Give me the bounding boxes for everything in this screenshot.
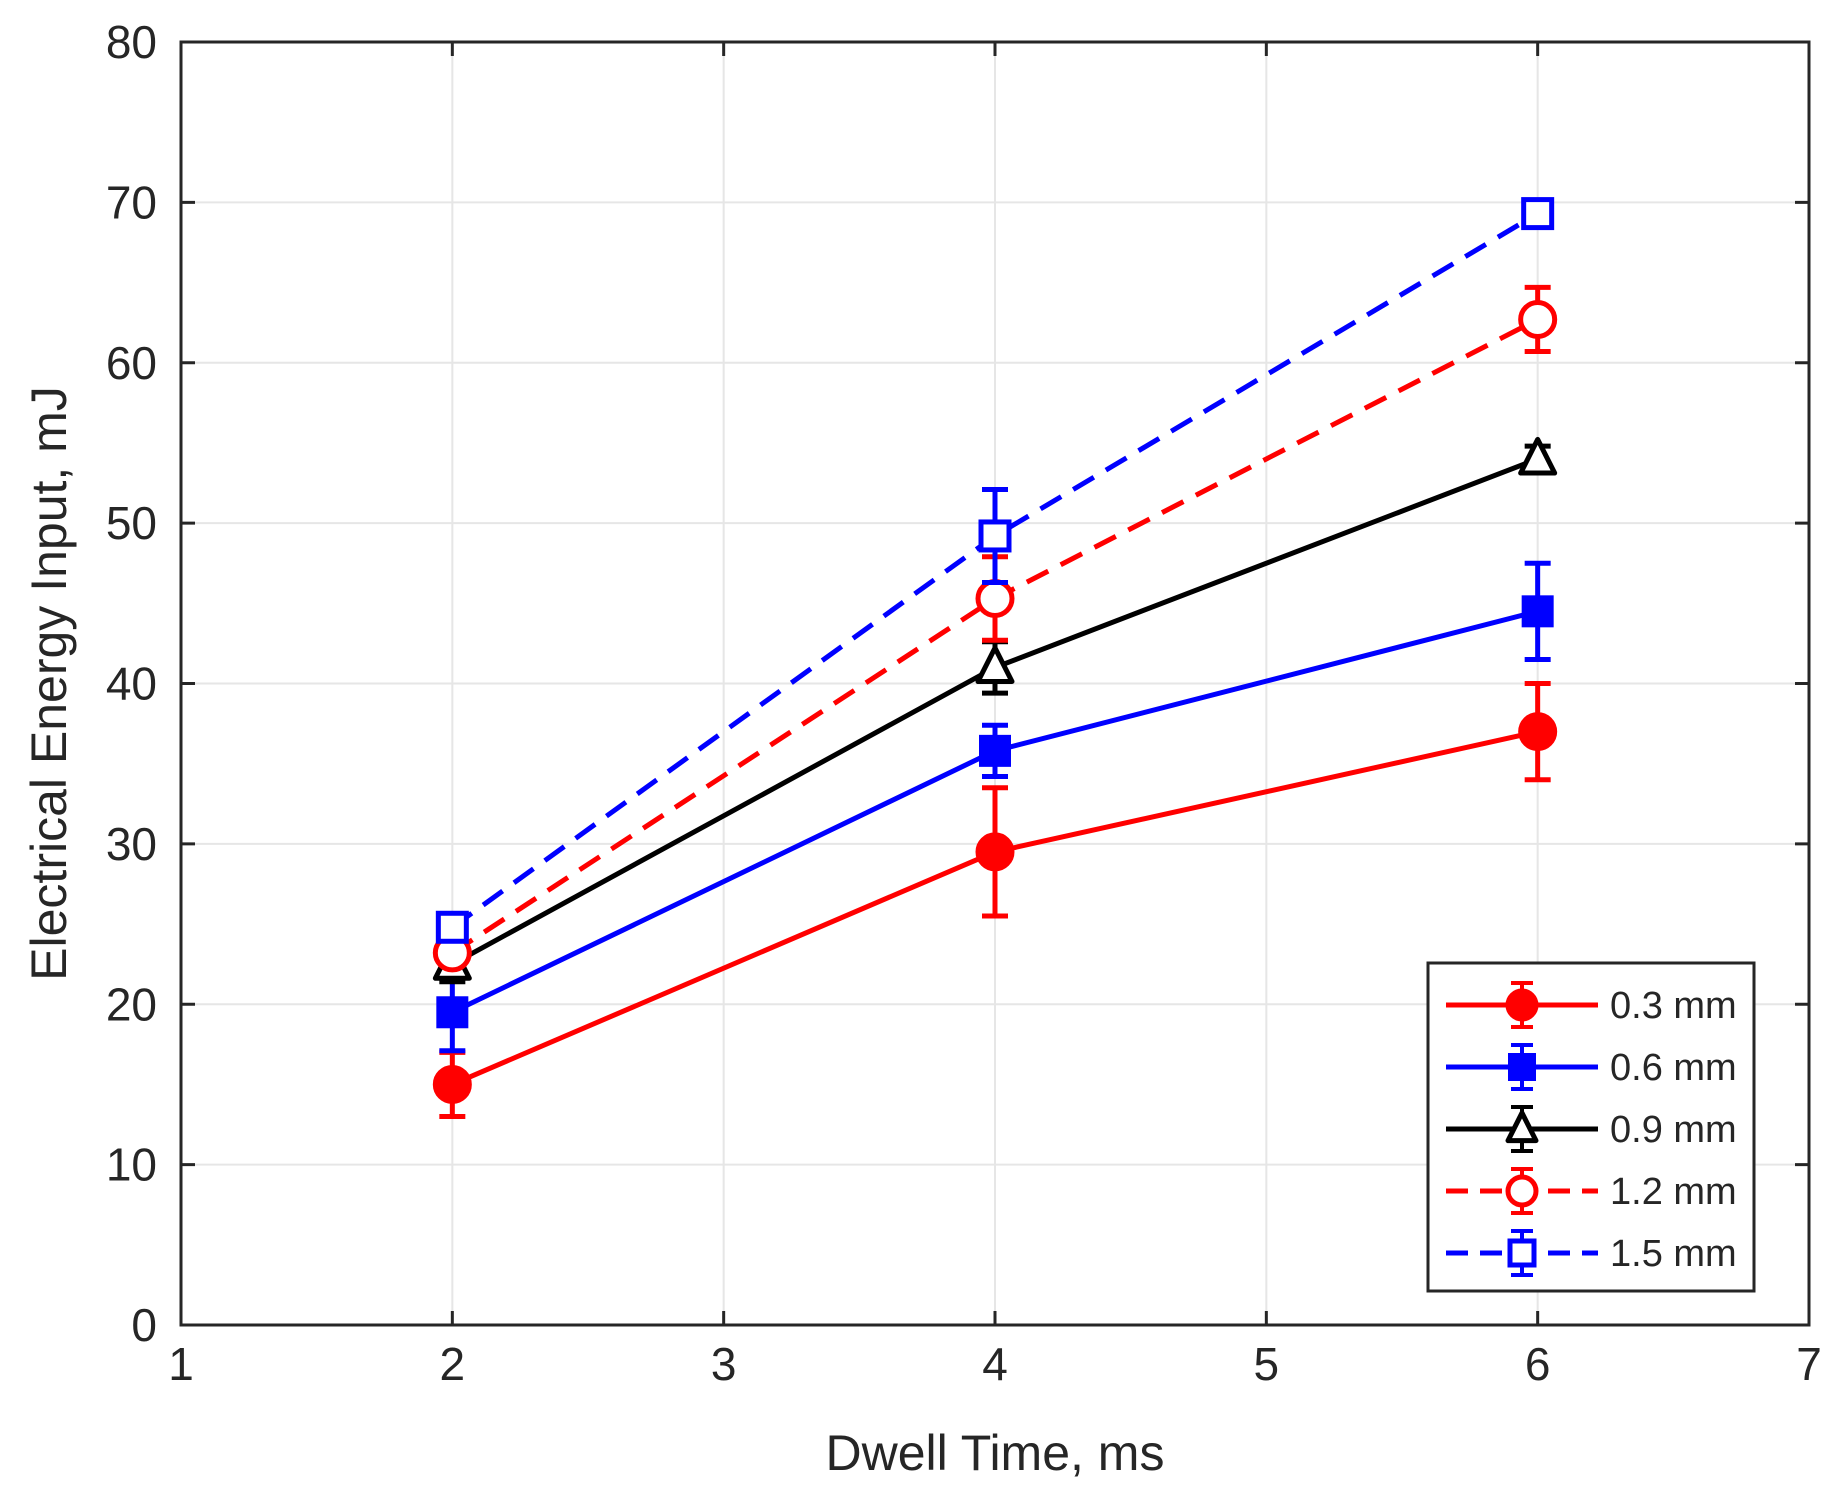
y-tick-label-1: 10 <box>106 1139 157 1191</box>
legend-item-0: 0.3 mm <box>1446 981 1737 1029</box>
y-tick-label-0: 0 <box>131 1299 157 1351</box>
data-point-4-1 <box>978 519 1012 553</box>
legend-item-3: 1.2 mm <box>1446 1167 1737 1215</box>
data-point-1-2 <box>1521 595 1554 628</box>
legend: 0.3 mm 0.6 mm 0.9 mm 1.2 mm 1.5 mm <box>1426 961 1756 1293</box>
data-point-1-1 <box>979 734 1011 767</box>
x-axis-label: Dwell Time, ms <box>826 1425 1165 1481</box>
y-tick-label-2: 20 <box>106 978 157 1030</box>
series-layer <box>432 197 1558 1120</box>
data-point-0-0 <box>432 1064 472 1104</box>
legend-item-4: 1.5 mm <box>1446 1229 1737 1277</box>
x-tick-label-3: 4 <box>982 1338 1008 1390</box>
y-tick-label-4: 40 <box>106 658 157 710</box>
x-tick-label-4: 5 <box>1254 1338 1280 1390</box>
legend-item-2: 0.9 mm <box>1446 1105 1737 1153</box>
x-tick-label-5: 6 <box>1525 1338 1551 1390</box>
y-tick-label-5: 50 <box>106 497 157 549</box>
x-tick-label-2: 3 <box>711 1338 737 1390</box>
data-point-4-0 <box>435 910 469 944</box>
legend-marker-0 <box>1505 988 1539 1022</box>
legend-marker-4 <box>1507 1238 1537 1268</box>
data-point-0-1 <box>975 832 1015 872</box>
data-point-3-2 <box>1518 299 1558 339</box>
data-point-1-0 <box>436 996 469 1029</box>
data-point-0-2 <box>1518 712 1558 752</box>
y-tick-label-8: 80 <box>106 16 157 68</box>
data-point-2-1 <box>975 645 1015 685</box>
data-point-4-2 <box>1521 197 1555 231</box>
series-group-1 <box>436 560 1554 1054</box>
x-tick-label-6: 7 <box>1796 1338 1822 1390</box>
legend-item-1: 0.6 mm <box>1446 1043 1737 1091</box>
y-tick-label-7: 70 <box>106 176 157 228</box>
x-tick-label-0: 1 <box>168 1338 194 1390</box>
legend-marker-2 <box>1505 1110 1539 1144</box>
legend-label-4: 1.5 mm <box>1610 1233 1737 1275</box>
series-group-0 <box>432 681 1558 1120</box>
data-point-3-1 <box>975 579 1015 619</box>
y-tick-label-6: 60 <box>106 337 157 389</box>
legend-label-3: 1.2 mm <box>1610 1171 1737 1213</box>
y-axis-label: Electrical Energy Input, mJ <box>21 386 77 981</box>
legend-marker-3 <box>1505 1174 1539 1208</box>
legend-label-2: 0.9 mm <box>1610 1109 1737 1151</box>
x-tick-label-1: 2 <box>440 1338 466 1390</box>
series-group-4 <box>435 197 1555 944</box>
legend-marker-1 <box>1508 1053 1536 1081</box>
legend-label-1: 0.6 mm <box>1610 1047 1737 1089</box>
data-point-2-2 <box>1518 436 1558 476</box>
y-tick-label-3: 30 <box>106 818 157 870</box>
legend-label-0: 0.3 mm <box>1610 985 1737 1027</box>
